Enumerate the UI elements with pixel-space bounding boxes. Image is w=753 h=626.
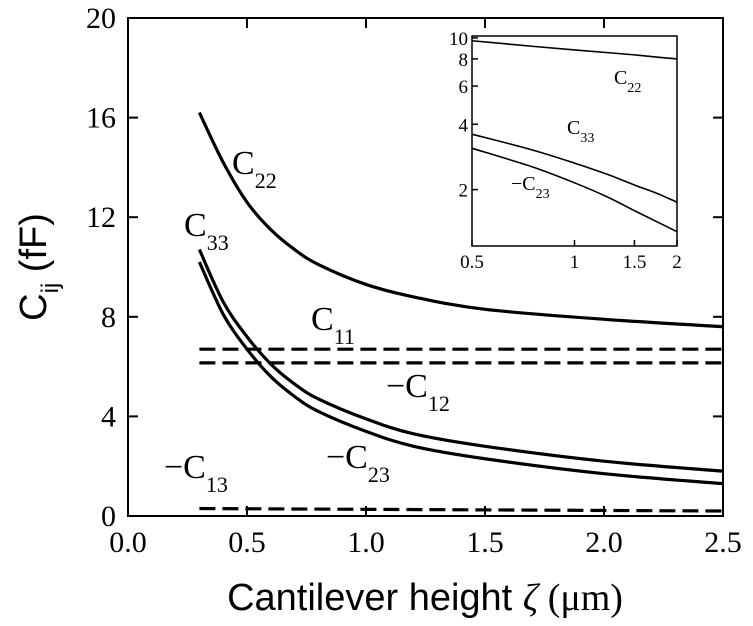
- x-tick-label: 2.5: [704, 526, 742, 559]
- label-minus-c13: −C13: [164, 449, 228, 497]
- inset-x-tick-label: 1.5: [623, 252, 647, 273]
- y-tick-label: 8: [101, 301, 116, 334]
- series-line-c22: [197, 111, 724, 329]
- x-tick-label: 0.5: [228, 526, 266, 559]
- inset-x-tick-label: 0.5: [460, 252, 484, 273]
- inset-series-line-c33: [471, 133, 678, 203]
- label-minus-c23: −C23: [326, 439, 390, 487]
- x-tick-label: 0.0: [109, 526, 147, 559]
- y-tick-label: 0: [101, 500, 116, 533]
- x-tick-label: 1.0: [347, 526, 385, 559]
- inset-series-group: [471, 39, 678, 233]
- series-line-minus-c23: [197, 261, 724, 486]
- inset-label-c33: C33: [567, 117, 594, 146]
- main-series-group: [197, 111, 724, 513]
- inset-series-line-minus-c23: [471, 147, 678, 233]
- inset-y-tick-label: 8: [459, 50, 469, 71]
- series-line-minus-c13: [199, 506, 724, 513]
- y-axis-label: Cij (fF): [13, 213, 64, 321]
- label-c11: C11: [311, 301, 355, 349]
- y-tick-label: 4: [101, 400, 116, 433]
- inset-x-tick-label: 1: [570, 252, 580, 273]
- inset-series-line-c22: [471, 39, 678, 60]
- x-tick-label: 1.5: [466, 526, 504, 559]
- inset-y-tick-label: 2: [459, 181, 469, 202]
- plot-frame: [127, 17, 724, 517]
- y-tick-label: 20: [86, 2, 116, 35]
- series-line-c33: [197, 248, 724, 473]
- y-tick-label: 12: [86, 201, 116, 234]
- label-c33: C33: [184, 207, 229, 255]
- inset-frame: [471, 35, 678, 247]
- x-tick-label: 2.0: [585, 526, 623, 559]
- y-tick-label: 16: [86, 102, 116, 135]
- label-minus-c12: −C12: [386, 368, 450, 416]
- inset-label-minus-c23: −C23: [511, 173, 550, 202]
- inset-x-tick-label: 2: [672, 252, 682, 273]
- label-c22: C22: [232, 145, 277, 193]
- x-axis-label: Cantilever height ζ (μm): [227, 577, 623, 619]
- inset-y-tick-label: 6: [459, 77, 469, 98]
- inset-y-tick-label: 10: [449, 29, 468, 50]
- inset-axis-ticks: 0.5 1 1.5 2 2 4 6 810: [449, 29, 682, 273]
- inset-label-c22: C22: [614, 67, 641, 96]
- inset-y-tick-label: 4: [459, 115, 469, 136]
